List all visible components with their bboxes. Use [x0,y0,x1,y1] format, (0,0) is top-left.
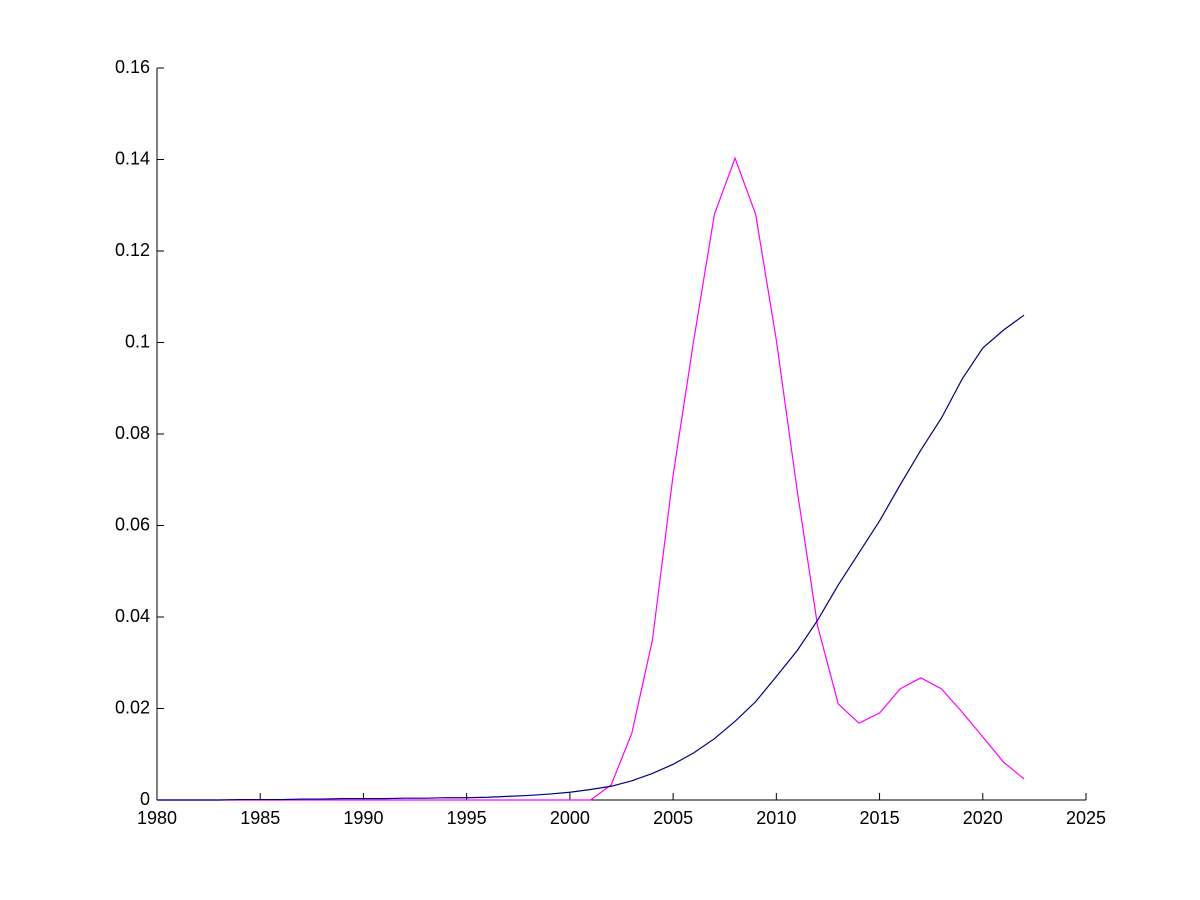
x-tick-label: 1995 [447,808,487,828]
y-tick-label: 0.02 [115,697,150,717]
x-tick-label: 2010 [756,808,796,828]
y-tick-label: 0.1 [125,331,150,351]
x-tick-label: 2005 [653,808,693,828]
series-line [157,156,1025,801]
y-tick-label: 0.12 [115,240,150,260]
y-tick-label: 0 [140,789,150,809]
y-tick-label: 0.06 [115,514,150,534]
y-tick-label: 0.14 [115,148,150,168]
x-tick-label: 1985 [240,808,280,828]
x-tick-label: 2000 [550,808,590,828]
y-tick-label: 0.08 [115,423,150,443]
x-tick-label: 2025 [1066,808,1106,828]
y-tick-label: 0.16 [115,57,150,77]
x-tick-label: 1980 [137,808,177,828]
x-tick-label: 2020 [963,808,1003,828]
x-tick-label: 1990 [343,808,383,828]
series-line [157,314,1025,801]
x-tick-label: 2015 [860,808,900,828]
y-tick-label: 0.04 [115,606,150,626]
